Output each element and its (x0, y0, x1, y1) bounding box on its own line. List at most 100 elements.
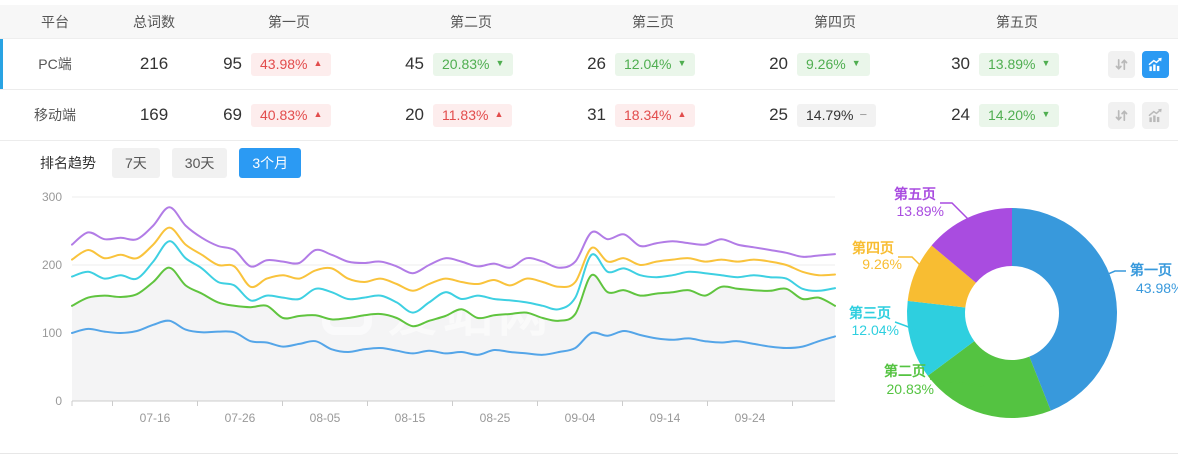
sort-arrows-icon (1115, 109, 1128, 121)
sort-arrows-icon (1115, 58, 1128, 70)
page3-count: 31 (587, 105, 606, 124)
page5-trend-badge: 14.20% ▼ (979, 103, 1060, 127)
page1-cell: 69 40.83% ▲ (198, 103, 380, 127)
donut-slice-第五页 (931, 208, 1012, 283)
trend-chart-icon-button[interactable] (1142, 101, 1169, 129)
page2-cell: 20 11.83% ▲ (380, 103, 562, 127)
tab-30-days[interactable]: 30天 (171, 148, 228, 178)
svg-text:第二页: 第二页 (884, 363, 926, 379)
svg-text:09-24: 09-24 (735, 411, 766, 425)
svg-text:08-15: 08-15 (395, 411, 426, 425)
svg-text:13.89%: 13.89% (897, 203, 944, 219)
svg-text:09-04: 09-04 (565, 411, 596, 425)
trend-arrow-icon: ▼ (1041, 58, 1051, 68)
page1-cell: 95 43.98% ▲ (198, 52, 380, 76)
charts-section: 0 100 200 300 爱站网 07-16 07-26 08-05 08-15 08-25 09… (0, 185, 1178, 443)
page3-trend-badge: 12.04% ▼ (615, 52, 696, 76)
svg-text:100: 100 (42, 326, 62, 340)
svg-text:09-14: 09-14 (650, 411, 681, 425)
svg-text:第三页: 第三页 (849, 305, 891, 321)
donut-slice-第一页 (1012, 208, 1117, 411)
trend-arrow-icon: ▲ (677, 109, 687, 119)
trend-arrow-icon: ▲ (313, 58, 323, 68)
trend-arrow-icon: ▼ (851, 58, 861, 68)
rank-table: 平台 总词数 第一页 第二页 第三页 第四页 第五页 PC端 216 95 43… (0, 5, 1178, 141)
page2-trend-badge: 20.83% ▼ (433, 52, 514, 76)
page1-trend-badge: 43.98% ▲ (251, 52, 332, 76)
col-header-page1: 第一页 (268, 13, 310, 30)
page2-trend-badge: 11.83% ▲ (433, 103, 513, 127)
trend-arrow-icon: − (859, 107, 868, 122)
svg-text:07-16: 07-16 (140, 411, 171, 425)
svg-text:300: 300 (42, 190, 62, 204)
page5-count: 30 (951, 54, 970, 73)
page5-cell: 30 13.89% ▼ (926, 52, 1108, 76)
platform-name: PC端 (38, 56, 72, 72)
trend-chart-icon-button[interactable] (1142, 50, 1169, 78)
trend-arrow-icon: ▼ (1041, 109, 1051, 119)
trend-arrow-icon: ▲ (313, 109, 323, 119)
col-header-page4: 第四页 (814, 13, 856, 30)
page2-count: 45 (405, 54, 424, 73)
tab-7-days[interactable]: 7天 (112, 148, 160, 178)
donut-slice-第四页 (907, 245, 976, 308)
trend-arrow-icon: ▼ (677, 58, 687, 68)
total-words-value: 216 (139, 54, 169, 73)
trend-section-title: 排名趋势 (40, 155, 96, 171)
tab-3-months[interactable]: 3个月 (239, 148, 302, 178)
page3-trend-badge: 18.34% ▲ (615, 103, 696, 127)
sort-arrows-icon-button[interactable] (1108, 101, 1135, 129)
page4-trend-badge: 9.26% ▼ (797, 52, 870, 76)
svg-text:第四页: 第四页 (852, 240, 894, 256)
table-row-mobile[interactable]: 移动端 169 69 40.83% ▲ 20 11.83% ▲ 31 18.34% ▲… (0, 90, 1178, 141)
page4-count: 25 (769, 105, 788, 124)
sort-arrows-icon-button[interactable] (1108, 50, 1135, 78)
svg-text:0: 0 (55, 394, 62, 408)
rank-trend-line-chart[interactable]: 0 100 200 300 爱站网 07-16 07-26 08-05 08-15 08-25 09… (0, 185, 840, 443)
trend-toolbar: 排名趋势 7天 30天 3个月 (0, 141, 1178, 185)
svg-text:43.98%: 43.98% (1136, 280, 1178, 296)
svg-text:07-26: 07-26 (225, 411, 256, 425)
page3-cell: 31 18.34% ▲ (562, 103, 744, 127)
page4-count: 20 (769, 54, 788, 73)
col-header-platform: 平台 (41, 13, 69, 30)
page4-cell: 25 14.79% − (744, 103, 926, 127)
page5-cell: 24 14.20% ▼ (926, 103, 1108, 127)
col-header-total-words: 总词数 (133, 13, 175, 30)
page3-count: 26 (587, 54, 606, 73)
svg-text:08-25: 08-25 (480, 411, 511, 425)
trend-arrow-icon: ▼ (495, 58, 505, 68)
svg-text:12.04%: 12.04% (852, 322, 899, 338)
page2-cell: 45 20.83% ▼ (380, 52, 562, 76)
platform-name: 移动端 (34, 107, 76, 123)
svg-text:第一页: 第一页 (1130, 262, 1172, 278)
svg-text:爱站网: 爱站网 (388, 286, 553, 342)
page2-count: 20 (405, 105, 424, 124)
svg-text:20.83%: 20.83% (887, 381, 934, 397)
page5-count: 24 (951, 105, 970, 124)
donut-slice-第二页 (927, 341, 1051, 418)
total-words-value: 169 (139, 105, 169, 124)
svg-text:9.26%: 9.26% (862, 256, 902, 272)
page5-trend-badge: 13.89% ▼ (979, 52, 1060, 76)
page3-cell: 26 12.04% ▼ (562, 52, 744, 76)
page4-cell: 20 9.26% ▼ (744, 52, 926, 76)
table-header: 平台 总词数 第一页 第二页 第三页 第四页 第五页 (0, 5, 1178, 39)
page1-count: 95 (223, 54, 242, 73)
page1-trend-badge: 40.83% ▲ (251, 103, 332, 127)
svg-text:第五页: 第五页 (894, 186, 936, 202)
table-row-pc[interactable]: PC端 216 95 43.98% ▲ 45 20.83% ▼ 26 12.04% ▼… (0, 39, 1178, 90)
col-header-page5: 第五页 (996, 13, 1038, 30)
row-actions (1108, 101, 1178, 129)
donut-slice-第三页 (907, 300, 975, 376)
col-header-page3: 第三页 (632, 13, 674, 30)
row-actions (1108, 50, 1178, 78)
page4-trend-badge: 14.79% − (797, 103, 877, 127)
col-header-page2: 第二页 (450, 13, 492, 30)
svg-text:200: 200 (42, 258, 62, 272)
page1-count: 69 (223, 105, 242, 124)
trend-arrow-icon: ▲ (494, 109, 504, 119)
svg-text:08-05: 08-05 (310, 411, 341, 425)
